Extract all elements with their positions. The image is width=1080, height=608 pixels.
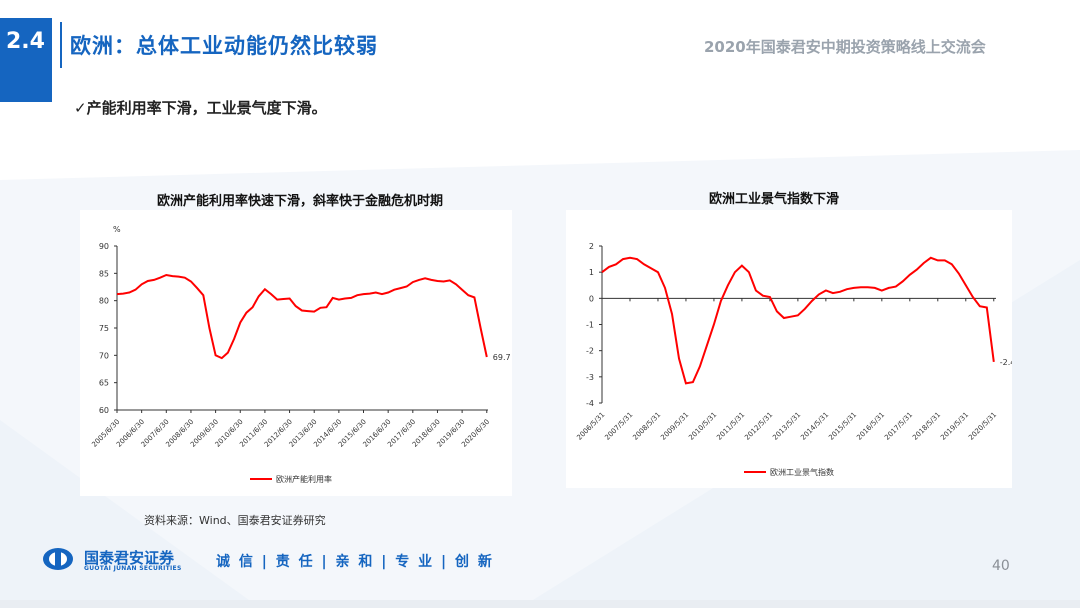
left-chart-title: 欧洲产能利用率快速下滑，斜率快于金融危机时期 [156, 194, 443, 209]
right-chart: 210-1-2-3-42006/5/312007/5/312008/5/3120… [575, 242, 1020, 477]
right-chart-title: 欧洲工业景气指数下滑 [708, 192, 839, 207]
page-number: 40 [992, 558, 1010, 574]
x-tick-label: 2015/5/31 [827, 411, 858, 442]
y-tick-label: 75 [99, 324, 109, 333]
x-tick-label: 2020/5/31 [967, 411, 998, 442]
series-line [601, 256, 995, 385]
company-name-en: GUOTAI JUNAN SECURITIES [84, 565, 182, 572]
x-tick-label: 2011/5/31 [715, 411, 746, 442]
x-tick-label: 2014/5/31 [799, 411, 830, 442]
y-tick-label: 60 [99, 406, 109, 415]
y-tick-label: 85 [99, 269, 109, 278]
check-icon: ✓ [74, 99, 87, 117]
y-unit-label: % [113, 225, 121, 234]
x-tick-label: 2017/5/31 [883, 411, 914, 442]
page-title: 欧洲：总体工业动能仍然比较弱 [70, 34, 378, 58]
bottom-bar [0, 600, 1080, 608]
event-title: 2020年国泰君安中期投资策略线上交流会 [704, 38, 986, 56]
x-tick-label: 2012/5/31 [743, 411, 774, 442]
company-logo-icon [43, 548, 73, 570]
y-tick-label: 0 [589, 294, 594, 303]
source-note: 资料来源：Wind、国泰君安证券研究 [144, 514, 326, 527]
series-line [116, 273, 488, 360]
company-name: 国泰君安证券 [84, 549, 175, 567]
x-tick-label: 2013/5/31 [771, 411, 802, 442]
right-chart-panel: 2 1 0 -1 -2 -3 -4 2006/5/31 2007/5/31 2008/5/31 20… [566, 210, 1020, 488]
x-tick-label: 2019/5/31 [939, 411, 970, 442]
y-tick-label: 70 [99, 351, 109, 360]
left-chart-panel: 90 85 80 75 70 65 60 2005/6/30 2006/6/30 2007/6/3… [80, 210, 512, 496]
x-tick-label: 2006/5/31 [575, 411, 606, 442]
x-tick-label: 2016/5/31 [855, 411, 886, 442]
x-tick-label: 2007/5/31 [603, 411, 634, 442]
x-tick-label: 2018/5/31 [911, 411, 942, 442]
left-chart: 908580757065602005/6/302006/6/302007/6/3… [90, 225, 511, 484]
title-divider [60, 22, 62, 68]
section-number-badge: 2.4 [0, 18, 52, 102]
y-tick-label: 2 [589, 242, 594, 251]
y-tick-label: 90 [99, 242, 109, 251]
end-value-label: 69.7 [493, 353, 511, 362]
y-tick-label: -1 [586, 321, 594, 330]
y-tick-label: -2 [586, 347, 594, 356]
y-tick-label: 1 [589, 268, 594, 277]
y-tick-label: 80 [99, 297, 109, 306]
bullet-text: 产能利用率下滑，工业景气度下滑。 [86, 99, 327, 117]
bullet-point: ✓产能利用率下滑，工业景气度下滑。 [74, 97, 327, 118]
y-tick-label: 65 [99, 379, 109, 388]
legend-label: 欧洲产能利用率 [276, 474, 332, 484]
x-tick-label: 2010/5/31 [687, 411, 718, 442]
end-value-label: -2.43 [1000, 358, 1012, 367]
x-tick-label: 2009/5/31 [659, 411, 690, 442]
company-slogan: 诚 信 | 责 任 | 亲 和 | 专 业 | 创 新 [216, 554, 494, 570]
y-tick-label: -4 [586, 399, 594, 408]
legend-label: 欧洲工业景气指数 [770, 467, 834, 477]
x-tick-label: 2008/5/31 [631, 411, 662, 442]
y-tick-label: -3 [586, 373, 594, 382]
